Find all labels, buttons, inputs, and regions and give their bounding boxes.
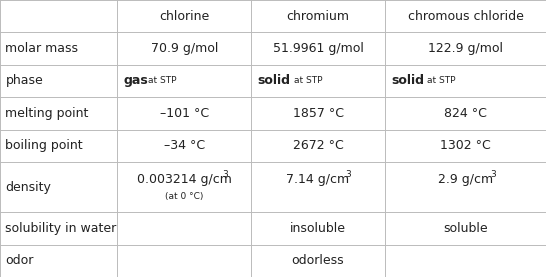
- Text: 70.9 g/mol: 70.9 g/mol: [151, 42, 218, 55]
- Text: 0.003214 g/cm: 0.003214 g/cm: [137, 173, 232, 186]
- Text: phase: phase: [5, 75, 43, 88]
- Text: at STP: at STP: [148, 76, 176, 86]
- Text: 1302 °C: 1302 °C: [440, 139, 491, 152]
- Text: (at 0 °C): (at 0 °C): [165, 192, 204, 201]
- Text: 824 °C: 824 °C: [444, 107, 487, 120]
- Text: density: density: [5, 181, 51, 194]
- Text: gas: gas: [124, 75, 149, 88]
- Text: 7.14 g/cm: 7.14 g/cm: [287, 173, 349, 186]
- Text: insoluble: insoluble: [290, 222, 346, 235]
- Text: boiling point: boiling point: [5, 139, 83, 152]
- Text: 122.9 g/mol: 122.9 g/mol: [428, 42, 503, 55]
- Text: 3: 3: [490, 170, 496, 179]
- Text: –34 °C: –34 °C: [164, 139, 205, 152]
- Text: melting point: melting point: [5, 107, 89, 120]
- Text: solubility in water: solubility in water: [5, 222, 117, 235]
- Text: at STP: at STP: [294, 76, 322, 86]
- Text: 3: 3: [222, 170, 228, 179]
- Text: solid: solid: [391, 75, 424, 88]
- Text: 51.9961 g/mol: 51.9961 g/mol: [272, 42, 364, 55]
- Text: 2.9 g/cm: 2.9 g/cm: [438, 173, 493, 186]
- Text: 3: 3: [345, 170, 351, 179]
- Text: chromous chloride: chromous chloride: [407, 10, 524, 23]
- Text: 2672 °C: 2672 °C: [293, 139, 343, 152]
- Text: solid: solid: [258, 75, 290, 88]
- Text: soluble: soluble: [443, 222, 488, 235]
- Text: chromium: chromium: [287, 10, 349, 23]
- Text: odorless: odorless: [292, 254, 345, 267]
- Text: 1857 °C: 1857 °C: [293, 107, 343, 120]
- Text: –101 °C: –101 °C: [160, 107, 209, 120]
- Text: chlorine: chlorine: [159, 10, 210, 23]
- Text: at STP: at STP: [428, 76, 456, 86]
- Text: molar mass: molar mass: [5, 42, 79, 55]
- Text: odor: odor: [5, 254, 34, 267]
